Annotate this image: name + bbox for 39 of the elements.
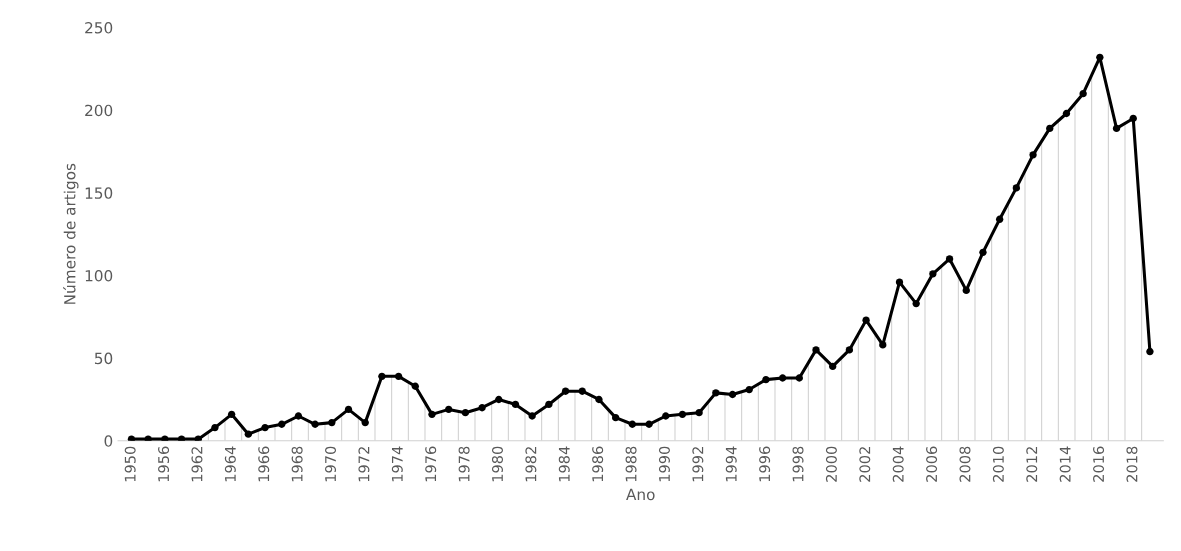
x-tick-label: 1962 — [191, 447, 203, 482]
x-tick-label: 1994 — [725, 446, 737, 482]
x-tick-label: 1988 — [625, 446, 637, 482]
x-tick-label: 1992 — [692, 447, 704, 482]
y-tick-label: 0 — [104, 435, 113, 447]
x-tick-label: 2008 — [959, 446, 971, 482]
x-tick-label: 1984 — [558, 446, 570, 482]
x-tick-label: 2004 — [892, 446, 904, 482]
y-tick-label: 250 — [85, 22, 113, 34]
y-tick-label: 150 — [85, 187, 113, 199]
x-tick-label: 1978 — [458, 446, 470, 482]
y-tick-label: 200 — [85, 104, 113, 117]
x-tick-label: 2014 — [1059, 446, 1071, 482]
x-axis-title: Ano — [626, 488, 655, 501]
x-tick-label: 1964 — [224, 446, 236, 482]
x-tick-label: 1972 — [358, 447, 370, 482]
x-tick-label: 2002 — [859, 447, 871, 482]
x-tick-label: 2018 — [1126, 446, 1138, 482]
x-tick-label: 1982 — [525, 447, 537, 482]
x-tick-label: 2016 — [1093, 446, 1105, 482]
x-tick-label: 1990 — [658, 446, 670, 482]
x-tick-label: 2000 — [825, 446, 837, 482]
x-tick-label: 1968 — [291, 446, 303, 482]
y-axis-title: Número de artigos — [63, 163, 79, 304]
x-tick-label: 1998 — [792, 446, 804, 482]
x-tick-label: 2006 — [926, 446, 938, 482]
x-tick-label: 1966 — [258, 446, 270, 482]
x-tick-label: 1956 — [158, 446, 170, 482]
x-tick-label: 1980 — [491, 446, 504, 482]
x-tick-label: 2010 — [992, 446, 1004, 482]
x-tick-label: 2012 — [1026, 447, 1038, 482]
y-tick-label: 50 — [94, 352, 113, 365]
x-tick-label: 1986 — [592, 446, 604, 482]
x-tick-label: 1996 — [759, 446, 771, 482]
x-tick-label: 1976 — [425, 446, 437, 482]
x-tick-label: 1970 — [325, 446, 337, 482]
x-tick-label: 1950 — [124, 446, 136, 482]
x-tick-label: 1974 — [391, 446, 403, 482]
y-tick-label: 100 — [85, 269, 113, 282]
